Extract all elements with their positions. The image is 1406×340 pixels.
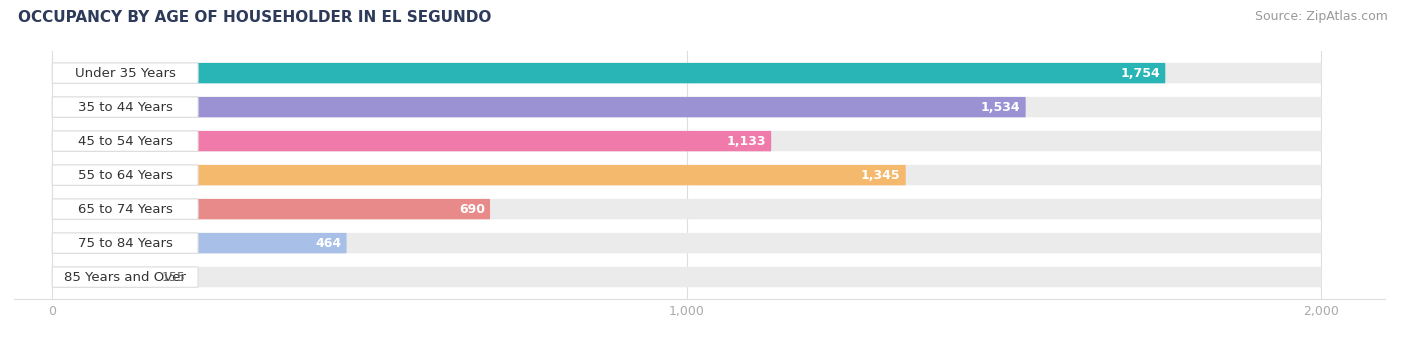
FancyBboxPatch shape — [52, 131, 198, 151]
FancyBboxPatch shape — [52, 97, 1026, 117]
FancyBboxPatch shape — [52, 131, 1322, 151]
FancyBboxPatch shape — [52, 165, 905, 185]
FancyBboxPatch shape — [52, 199, 1322, 219]
FancyBboxPatch shape — [52, 97, 198, 117]
Text: 75 to 84 Years: 75 to 84 Years — [77, 237, 173, 250]
FancyBboxPatch shape — [52, 131, 772, 151]
FancyBboxPatch shape — [52, 267, 198, 287]
Text: 1,534: 1,534 — [981, 101, 1021, 114]
Text: Source: ZipAtlas.com: Source: ZipAtlas.com — [1254, 10, 1388, 23]
FancyBboxPatch shape — [52, 267, 1322, 287]
FancyBboxPatch shape — [52, 63, 1322, 83]
FancyBboxPatch shape — [52, 233, 347, 253]
FancyBboxPatch shape — [52, 165, 1322, 185]
Text: 1,133: 1,133 — [727, 135, 766, 148]
FancyBboxPatch shape — [52, 199, 491, 219]
FancyBboxPatch shape — [52, 267, 150, 287]
Text: 65 to 74 Years: 65 to 74 Years — [77, 203, 173, 216]
FancyBboxPatch shape — [52, 233, 198, 253]
Text: OCCUPANCY BY AGE OF HOUSEHOLDER IN EL SEGUNDO: OCCUPANCY BY AGE OF HOUSEHOLDER IN EL SE… — [18, 10, 492, 25]
Text: Under 35 Years: Under 35 Years — [75, 67, 176, 80]
Text: 690: 690 — [458, 203, 485, 216]
FancyBboxPatch shape — [52, 63, 198, 83]
FancyBboxPatch shape — [52, 199, 198, 219]
FancyBboxPatch shape — [52, 63, 1166, 83]
Text: 1,754: 1,754 — [1121, 67, 1160, 80]
Text: 55 to 64 Years: 55 to 64 Years — [77, 169, 173, 182]
Text: 155: 155 — [162, 271, 186, 284]
Text: 85 Years and Over: 85 Years and Over — [65, 271, 186, 284]
Text: 464: 464 — [315, 237, 342, 250]
Text: 45 to 54 Years: 45 to 54 Years — [77, 135, 173, 148]
FancyBboxPatch shape — [52, 233, 1322, 253]
FancyBboxPatch shape — [52, 97, 1322, 117]
Text: 35 to 44 Years: 35 to 44 Years — [77, 101, 173, 114]
Text: 1,345: 1,345 — [860, 169, 901, 182]
FancyBboxPatch shape — [52, 165, 198, 185]
